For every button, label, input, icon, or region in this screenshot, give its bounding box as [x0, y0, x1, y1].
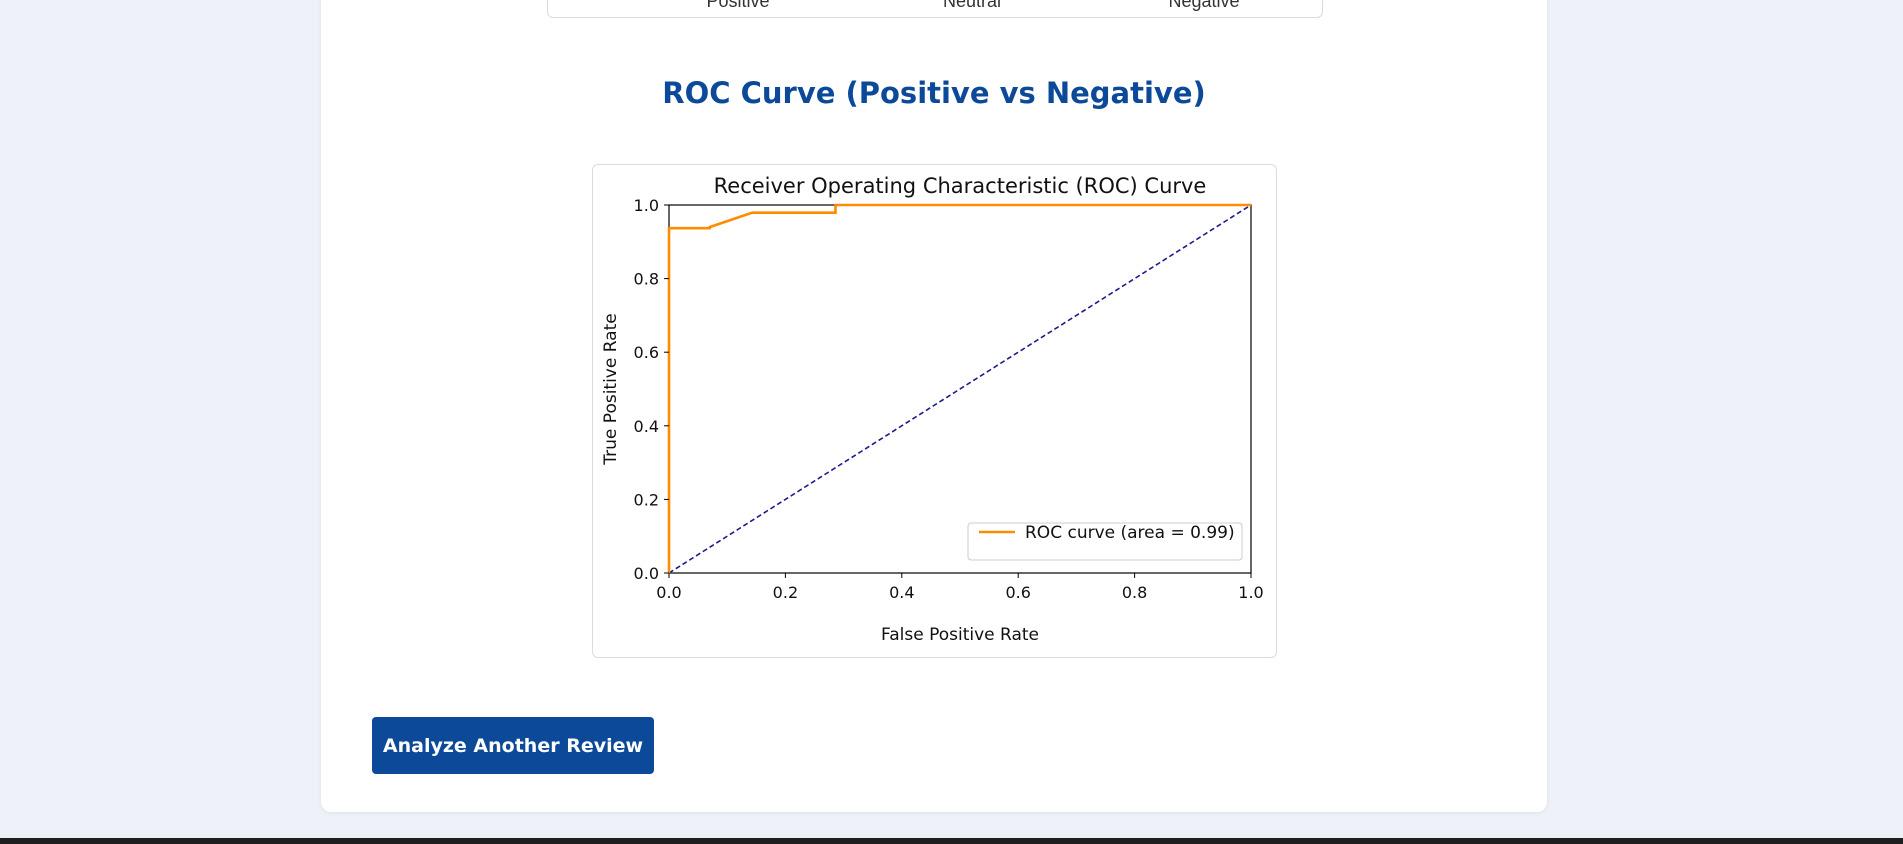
x-tick-label: 1.0 — [1238, 583, 1263, 602]
matrix-label-negative: Negative — [1168, 0, 1240, 11]
chance-diagonal-line — [668, 204, 1252, 574]
x-axis-label: False Positive Rate — [881, 625, 1039, 645]
roc-curve-line — [667, 203, 1251, 573]
legend-label: ROC curve (area = 0.99) — [1025, 523, 1235, 543]
matrix-label-positive: Positive — [706, 0, 770, 11]
y-tick-label: 0.4 — [634, 417, 659, 436]
y-axis-label: True Positive Rate — [601, 313, 621, 465]
analyze-another-review-button[interactable]: Analyze Another Review — [372, 717, 654, 774]
chart-title: Receiver Operating Characteristic (ROC) … — [714, 174, 1207, 198]
roc-section-title: ROC Curve (Positive vs Negative) — [662, 76, 1206, 110]
roc-chart-frame: Receiver Operating Characteristic (ROC) … — [592, 164, 1277, 658]
results-card: Positive Neutral Negative ROC Curve (Pos… — [321, 0, 1547, 812]
matrix-label-neutral: Neutral — [942, 0, 1002, 11]
y-tick-label: 0.6 — [634, 343, 659, 362]
y-tick-label: 0.8 — [634, 270, 659, 289]
y-tick-label: 0.2 — [634, 490, 659, 509]
x-tick-label: 0.8 — [1122, 583, 1147, 602]
x-tick-label: 0.2 — [773, 583, 798, 602]
x-tick-label: 0.4 — [889, 583, 914, 602]
taskbar-strip — [0, 838, 1903, 844]
confusion-matrix-table: Positive Neutral Negative — [547, 0, 1323, 18]
y-tick-label: 1.0 — [634, 196, 659, 215]
roc-chart: Receiver Operating Characteristic (ROC) … — [601, 174, 1264, 645]
legend-box — [967, 522, 1243, 561]
x-tick-label: 0.6 — [1005, 583, 1030, 602]
y-tick-label: 0.0 — [634, 564, 659, 583]
x-tick-label: 0.0 — [656, 583, 681, 602]
